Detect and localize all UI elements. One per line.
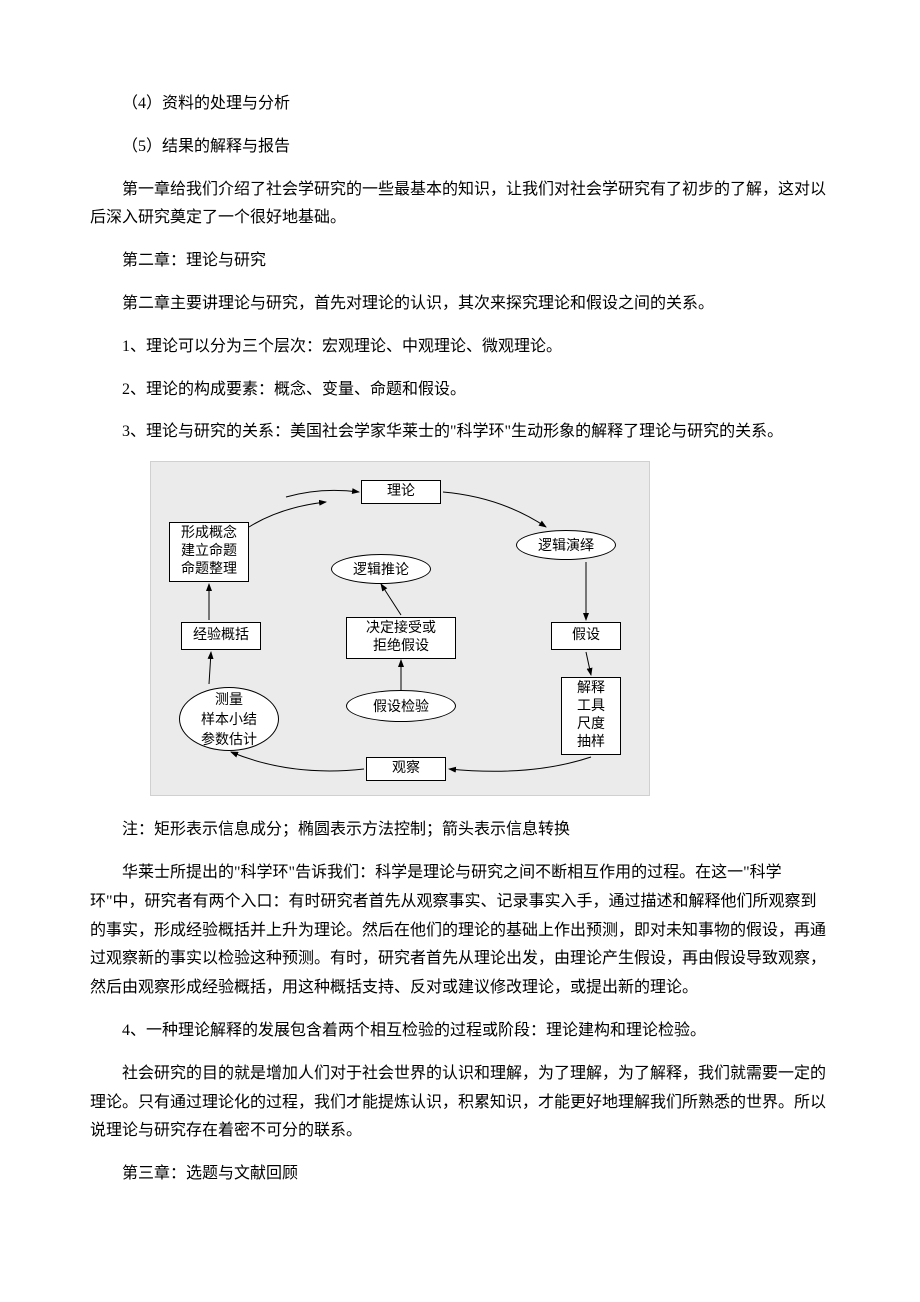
paragraph-list-item: （5）结果的解释与报告 — [90, 133, 830, 162]
diagram-node-theory: 理论 — [361, 480, 441, 504]
diagram-node-hypothesis: 假设 — [551, 622, 621, 650]
paragraph-numbered: 2、理论的构成要素：概念、变量、命题和假设。 — [90, 376, 830, 405]
paragraph-numbered: 4、一种理论解释的发展包含着两个相互检验的过程或阶段：理论建构和理论检验。 — [90, 1017, 830, 1046]
diagram-node-explain: 解释 工具 尺度 抽样 — [561, 677, 621, 755]
diagram-node-test: 假设检验 — [346, 690, 456, 722]
chapter-heading: 第二章：理论与研究 — [90, 247, 830, 276]
chapter-heading: 第三章：选题与文献回顾 — [90, 1160, 830, 1189]
paragraph-body: 社会研究的目的就是增加人们对于社会世界的认识和理解，为了理解，为了解释，我们就需… — [90, 1060, 830, 1146]
paragraph-numbered: 1、理论可以分为三个层次：宏观理论、中观理论、微观理论。 — [90, 333, 830, 362]
paragraph-body: 第一章给我们介绍了社会学研究的一些最基本的知识，让我们对社会学研究有了初步的了解… — [90, 176, 830, 234]
paragraph-body: 华莱士所提出的"科学环"告诉我们：科学是理论与研究之间不断相互作用的过程。在这一… — [90, 859, 830, 1003]
diagram-node-observe: 观察 — [366, 757, 446, 781]
diagram-note: 注：矩形表示信息成分；椭圆表示方法控制；箭头表示信息转换 — [90, 816, 830, 845]
paragraph-list-item: （4）资料的处理与分析 — [90, 90, 830, 119]
diagram-node-logic_infer: 逻辑推论 — [331, 554, 431, 584]
diagram-node-exp_gen: 经验概括 — [181, 622, 261, 650]
diagram-node-accept: 决定接受或 拒绝假设 — [346, 617, 456, 659]
diagram-node-logic_deduct: 逻辑演绎 — [516, 530, 616, 560]
paragraph-numbered: 3、理论与研究的关系：美国社会学家华莱士的"科学环"生动形象的解释了理论与研究的… — [90, 418, 830, 447]
paragraph-body: 第二章主要讲理论与研究，首先对理论的认识，其次来探究理论和假设之间的关系。 — [90, 290, 830, 319]
science-ring-diagram: 理论形成概念 建立命题 命题整理逻辑推论逻辑演绎经验概括决定接受或 拒绝假设假设… — [150, 461, 830, 796]
diagram-node-concept: 形成概念 建立命题 命题整理 — [169, 522, 249, 582]
diagram-node-measure: 测量 样本小结 参数估计 — [179, 687, 279, 751]
